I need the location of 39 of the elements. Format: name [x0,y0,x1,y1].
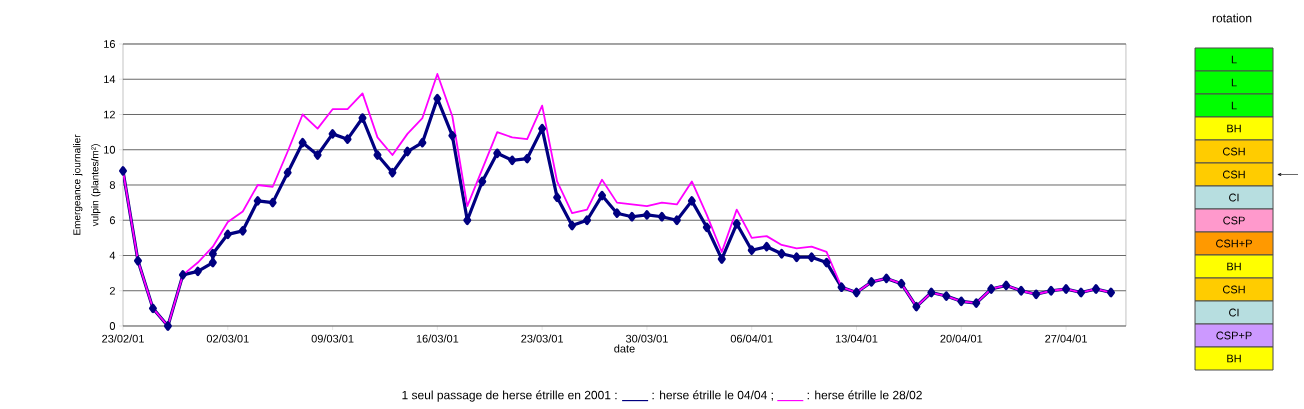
y-tick-label: 10 [104,145,116,154]
category-label: CSH [1222,170,1245,179]
x-tick-label: 16/03/01 [416,334,459,343]
category-label: BH [1227,354,1241,363]
y-tick-label: 8 [109,181,115,189]
category-label: L [1231,78,1237,87]
y-tick-label: 14 [104,75,116,84]
category-label: BH [1227,124,1241,133]
y-tick-label: 2 [109,286,115,295]
x-tick-label: 06/04/01 [730,334,773,343]
category-label: CI [1229,193,1239,202]
category-label: BH [1227,262,1241,271]
category-label: CSH [1222,147,1245,156]
x-tick-label: 23/03/01 [521,334,564,343]
legend-title: 1 seul passage de herse étrille en 2001 : [402,390,617,402]
category-label: CSP+P [1216,331,1252,340]
legend-label: : herse étrille le 28/02 [807,390,922,400]
x-tick-label: 09/03/01 [311,334,354,343]
x-tick-label: 02/03/01 [206,334,249,343]
x-axis-title: date [614,344,635,353]
y-tick-label: 16 [104,40,115,48]
y-axis-title: Emergeance journalier vulpin (plantes/m²) [73,134,101,235]
y-tick-label: 12 [104,110,115,119]
text: rotation [1212,13,1252,23]
x-tick-label: 27/04/01 [1045,334,1087,343]
y-tick-label: 4 [109,251,116,260]
x-tick-label: 30/03/01 [625,334,668,343]
x-tick-label: 23/02/01 [102,334,144,343]
category-label: CSP [1223,216,1245,225]
x-tick-label: 13/04/01 [835,334,878,343]
category-label: L [1231,55,1237,64]
category-label: L [1231,101,1237,110]
y-tick-label: 6 [109,216,115,225]
category-label: CSH [1222,285,1245,294]
legend-label: : herse étrille le 04/04 ; [652,390,773,401]
x-tick-label: 20/04/01 [940,334,983,343]
y-tick-label: 0 [109,322,116,330]
category-label: CI [1229,308,1239,317]
category-label: CSH+P [1216,239,1252,248]
